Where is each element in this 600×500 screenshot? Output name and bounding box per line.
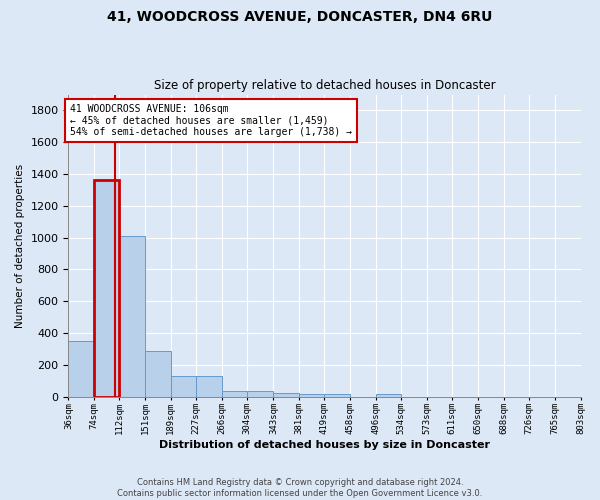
Bar [274, 392, 299, 396]
Text: Contains HM Land Registry data © Crown copyright and database right 2024.
Contai: Contains HM Land Registry data © Crown c… [118, 478, 482, 498]
Bar [68, 341, 94, 396]
Bar [170, 376, 196, 396]
Bar [94, 180, 119, 396]
Text: 41 WOODCROSS AVENUE: 106sqm
← 45% of detached houses are smaller (1,459)
54% of : 41 WOODCROSS AVENUE: 106sqm ← 45% of det… [70, 104, 352, 138]
Text: 41, WOODCROSS AVENUE, DONCASTER, DN4 6RU: 41, WOODCROSS AVENUE, DONCASTER, DN4 6RU [107, 10, 493, 24]
Bar [324, 394, 350, 396]
Bar [119, 236, 145, 396]
Bar [299, 394, 324, 396]
Bar [145, 350, 170, 397]
Bar [196, 376, 222, 396]
Title: Size of property relative to detached houses in Doncaster: Size of property relative to detached ho… [154, 79, 495, 92]
Bar [247, 391, 274, 396]
Y-axis label: Number of detached properties: Number of detached properties [15, 164, 25, 328]
Bar [94, 180, 119, 396]
X-axis label: Distribution of detached houses by size in Doncaster: Distribution of detached houses by size … [159, 440, 490, 450]
Bar [222, 391, 247, 396]
Bar [376, 394, 401, 396]
